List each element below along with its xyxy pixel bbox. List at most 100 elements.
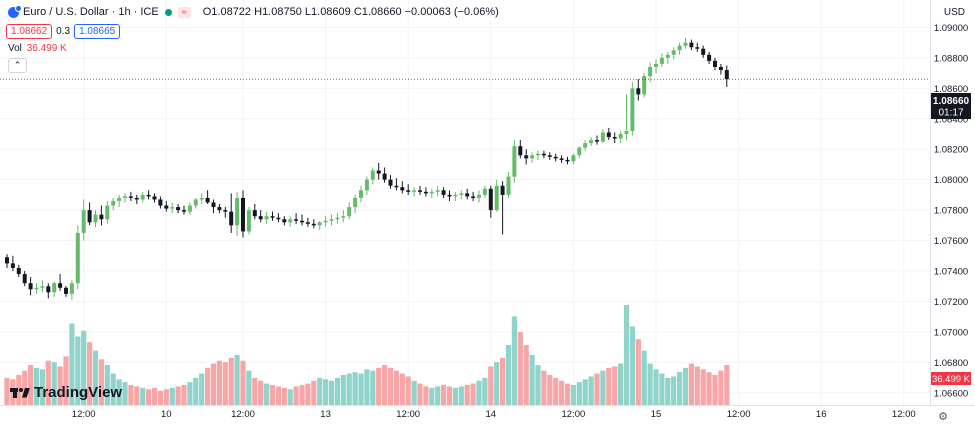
volume-bar: [505, 345, 512, 405]
volume-bar: [612, 366, 618, 405]
time-tick-label: 16: [816, 409, 827, 420]
candle: [294, 213, 299, 224]
candle: [217, 204, 222, 214]
candle: [459, 190, 464, 200]
candle: [364, 176, 369, 195]
volume-bar: [588, 376, 594, 405]
tradingview-logo[interactable]: TradingView: [10, 384, 122, 401]
candle: [252, 204, 257, 220]
volume-bar: [393, 370, 399, 405]
candle: [311, 219, 316, 229]
candle: [282, 216, 287, 226]
open-label: O: [202, 6, 212, 18]
volume-bar: [128, 385, 134, 405]
volume-bar: [39, 369, 45, 405]
candle: [382, 167, 387, 183]
volume-bar: [364, 369, 370, 405]
candle: [288, 216, 293, 227]
volume-bar: [193, 377, 199, 405]
ohlc-values: O1.08722 H1.08750 L1.08609 C1.08660 −0.0…: [203, 6, 499, 18]
candle: [524, 149, 529, 165]
gear-icon[interactable]: ⚙: [938, 411, 948, 423]
volume-bars: [4, 305, 730, 405]
candle: [406, 184, 411, 195]
tradingview-logo-icon: [10, 387, 30, 398]
volume-bar: [570, 385, 576, 405]
volume-bar: [16, 375, 22, 405]
volume-bar: [222, 362, 228, 405]
volume-bar: [323, 379, 329, 405]
volume-bar: [87, 342, 93, 405]
volume-bar: [405, 376, 411, 405]
volume-bar: [163, 389, 169, 405]
volume-bar: [311, 380, 317, 405]
volume-label: Vol: [8, 43, 22, 54]
volume-bar: [435, 386, 441, 405]
volume-bar: [157, 390, 163, 405]
candle: [618, 130, 623, 144]
collapse-legend-button[interactable]: ⌃: [8, 58, 27, 73]
volume-bar: [340, 375, 346, 405]
candle: [612, 132, 617, 144]
candle: [488, 185, 493, 218]
candle: [329, 214, 334, 226]
candle: [46, 283, 51, 299]
candle: [465, 188, 470, 200]
candle: [671, 47, 676, 60]
current-price-label: 1.08660: [933, 96, 970, 107]
volume-bar: [458, 386, 464, 405]
volume-bar: [594, 373, 600, 405]
volume-bar: [175, 386, 181, 405]
candle: [683, 38, 688, 49]
currency-selector[interactable]: USD: [943, 7, 965, 18]
candle: [654, 59, 658, 74]
volume-bar: [45, 360, 51, 405]
candle: [93, 210, 98, 227]
volume-bar: [629, 326, 635, 405]
volume-bar: [541, 370, 547, 405]
candle: [205, 190, 210, 205]
time-tick-label: 12:00: [231, 409, 255, 420]
symbol-legend[interactable]: Euro / U.S. Dollar · 1h · ICE ≈ O1.08722…: [8, 4, 499, 18]
volume-bar: [623, 305, 630, 405]
candle: [123, 193, 127, 203]
volume-bar: [92, 350, 99, 405]
candle: [418, 185, 422, 195]
volume-bar: [63, 356, 69, 405]
volume-bar: [210, 363, 217, 405]
candle: [276, 213, 281, 223]
volume-bar: [559, 380, 565, 405]
volume-legend[interactable]: Vol 36.499 K: [8, 43, 67, 54]
trade-buttons: 1.08662 0.3 1.08665: [6, 24, 121, 39]
candle: [482, 185, 487, 198]
volume-bar: [417, 383, 423, 405]
volume-bar: [264, 383, 270, 405]
candle: [99, 205, 104, 226]
volume-bar: [252, 377, 258, 405]
volume-bar: [33, 367, 40, 405]
volume-bar: [511, 316, 517, 405]
volume-bar: [724, 365, 730, 405]
price-axis[interactable]: 1.09000 1.08800 1.08600 1.08400 1.08200 1.080…: [934, 23, 968, 399]
volume-bar: [352, 372, 358, 405]
candle: [347, 202, 352, 220]
volume-bar: [488, 366, 494, 405]
volume-bar: [677, 372, 683, 405]
buy-price-button[interactable]: 1.08665: [74, 24, 121, 39]
time-axis[interactable]: 12:00 10 12:00 13 12:00 14 12:00 15 12:00 16 12:00: [72, 409, 916, 420]
high-label: H: [254, 6, 263, 18]
symbol-title[interactable]: Euro / U.S. Dollar · 1h · ICE: [23, 6, 159, 18]
volume-bar: [69, 323, 75, 405]
volume-bar: [564, 383, 571, 405]
candle: [64, 286, 68, 297]
volume-bar: [659, 373, 665, 405]
candle: [16, 264, 21, 278]
candle: [10, 255, 15, 272]
volume-bar: [51, 362, 57, 405]
candle: [176, 204, 181, 214]
volume-bar: [81, 330, 87, 405]
sell-price-button[interactable]: 1.08662: [6, 24, 53, 39]
candle: [441, 187, 446, 198]
candle: [117, 194, 122, 208]
